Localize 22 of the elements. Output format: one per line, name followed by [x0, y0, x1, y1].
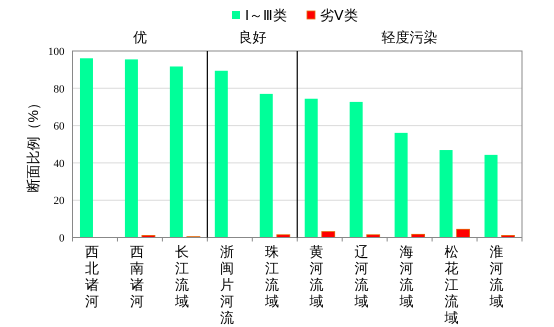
y-tick-label: 0	[59, 232, 65, 244]
x-tick-label: 西南诸河	[130, 244, 144, 309]
y-tick-label: 20	[54, 195, 65, 208]
x-tick-label: 珠江流域	[264, 244, 279, 309]
x-tick-label: 淮河流域	[488, 244, 504, 309]
x-tick-label: 长江流域	[174, 244, 189, 309]
text: 轻度污染	[382, 29, 438, 45]
legend-label: 劣Ⅴ类	[320, 7, 358, 23]
y-tick-label: 60	[54, 120, 65, 133]
text: 良好	[238, 29, 266, 45]
x-tick-label: 辽河流域	[354, 244, 369, 309]
text: 优	[132, 29, 147, 45]
y-axis-title: 断面比例（%）	[25, 96, 41, 192]
x-tick-label: 松花江流域	[444, 244, 459, 326]
x-tick-label: 浙闽片河流	[220, 244, 234, 326]
x-tick-label: 黄河流域	[308, 244, 324, 309]
x-tick-label: 海河流域	[398, 244, 414, 309]
legend-label: Ⅰ～Ⅲ类	[245, 7, 287, 23]
x-tick-label: 西北诸河	[84, 244, 99, 309]
y-tick-label: 100	[48, 46, 65, 58]
y-tick-label: 40	[54, 158, 65, 170]
y-tick-label: 80	[54, 83, 65, 96]
